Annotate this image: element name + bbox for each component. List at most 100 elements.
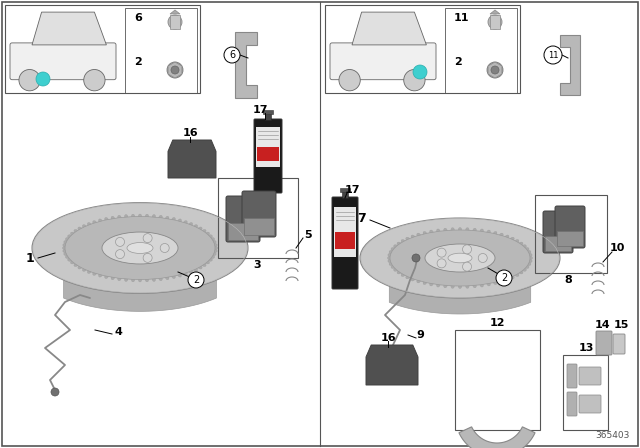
Ellipse shape: [202, 229, 206, 233]
Ellipse shape: [93, 271, 97, 276]
Ellipse shape: [131, 277, 135, 282]
FancyBboxPatch shape: [579, 395, 601, 413]
Ellipse shape: [515, 272, 519, 276]
Circle shape: [36, 72, 50, 86]
Circle shape: [413, 65, 427, 79]
Ellipse shape: [93, 220, 97, 225]
Text: 12: 12: [489, 318, 505, 328]
Ellipse shape: [406, 275, 410, 279]
Text: 15: 15: [613, 320, 628, 330]
Ellipse shape: [111, 216, 115, 221]
Ellipse shape: [387, 256, 392, 260]
Ellipse shape: [188, 269, 193, 273]
Ellipse shape: [510, 275, 514, 279]
Ellipse shape: [64, 241, 68, 244]
Bar: [256, 127, 280, 167]
Ellipse shape: [165, 216, 169, 221]
Ellipse shape: [429, 230, 433, 235]
Bar: [228, 223, 258, 240]
Ellipse shape: [99, 219, 102, 224]
Ellipse shape: [207, 258, 212, 261]
Ellipse shape: [527, 259, 532, 263]
Ellipse shape: [210, 255, 214, 258]
Ellipse shape: [211, 241, 216, 244]
Text: 5: 5: [304, 230, 312, 240]
Text: 10: 10: [609, 243, 625, 253]
Ellipse shape: [118, 276, 122, 281]
Bar: [490, 15, 500, 29]
Circle shape: [143, 254, 152, 263]
Polygon shape: [490, 10, 500, 14]
Ellipse shape: [411, 235, 415, 239]
Ellipse shape: [389, 250, 394, 254]
Polygon shape: [560, 35, 580, 95]
Text: 17: 17: [252, 105, 268, 115]
Ellipse shape: [193, 267, 198, 271]
Circle shape: [168, 15, 182, 29]
Ellipse shape: [425, 244, 495, 272]
Text: 16: 16: [380, 333, 396, 343]
Ellipse shape: [172, 217, 175, 222]
Ellipse shape: [111, 275, 115, 280]
Ellipse shape: [63, 246, 67, 250]
Ellipse shape: [127, 242, 153, 254]
Ellipse shape: [131, 214, 135, 219]
Circle shape: [463, 245, 472, 254]
Ellipse shape: [159, 276, 163, 281]
Ellipse shape: [124, 215, 128, 220]
Text: 14: 14: [595, 320, 611, 330]
Ellipse shape: [198, 265, 202, 269]
FancyBboxPatch shape: [242, 191, 276, 237]
Bar: [263, 110, 273, 114]
Text: 11: 11: [548, 51, 558, 60]
Bar: [125, 8, 197, 93]
Bar: [340, 188, 350, 192]
Text: 7: 7: [358, 211, 366, 224]
FancyBboxPatch shape: [613, 334, 625, 354]
Ellipse shape: [177, 272, 182, 277]
Ellipse shape: [417, 233, 421, 237]
Circle shape: [437, 248, 446, 257]
Circle shape: [339, 69, 360, 91]
Ellipse shape: [152, 276, 156, 281]
Ellipse shape: [212, 246, 218, 250]
Ellipse shape: [499, 233, 503, 237]
Bar: [170, 15, 180, 29]
Ellipse shape: [458, 284, 461, 289]
Ellipse shape: [172, 274, 175, 279]
Ellipse shape: [205, 260, 209, 264]
Polygon shape: [32, 12, 106, 45]
Ellipse shape: [177, 219, 182, 224]
Text: 11: 11: [454, 13, 470, 23]
Polygon shape: [459, 427, 535, 448]
Ellipse shape: [74, 263, 79, 267]
Ellipse shape: [505, 276, 509, 281]
Ellipse shape: [124, 276, 128, 281]
FancyBboxPatch shape: [330, 43, 436, 80]
Circle shape: [463, 262, 472, 271]
Ellipse shape: [152, 215, 156, 220]
Ellipse shape: [205, 232, 209, 236]
Ellipse shape: [480, 229, 483, 234]
Ellipse shape: [102, 232, 178, 264]
Ellipse shape: [394, 267, 399, 271]
Ellipse shape: [391, 247, 396, 251]
Ellipse shape: [480, 282, 483, 287]
Ellipse shape: [360, 218, 560, 298]
FancyBboxPatch shape: [543, 211, 573, 253]
Ellipse shape: [429, 281, 433, 286]
Ellipse shape: [63, 249, 68, 253]
Ellipse shape: [505, 235, 509, 239]
Text: 2: 2: [454, 57, 461, 67]
Ellipse shape: [193, 224, 198, 229]
Ellipse shape: [391, 265, 396, 268]
Ellipse shape: [524, 265, 529, 268]
Ellipse shape: [145, 214, 148, 219]
Ellipse shape: [105, 274, 109, 279]
Ellipse shape: [527, 253, 532, 257]
Circle shape: [496, 270, 512, 286]
Ellipse shape: [105, 217, 109, 222]
Ellipse shape: [138, 214, 141, 219]
Ellipse shape: [63, 243, 68, 247]
Polygon shape: [352, 12, 426, 45]
